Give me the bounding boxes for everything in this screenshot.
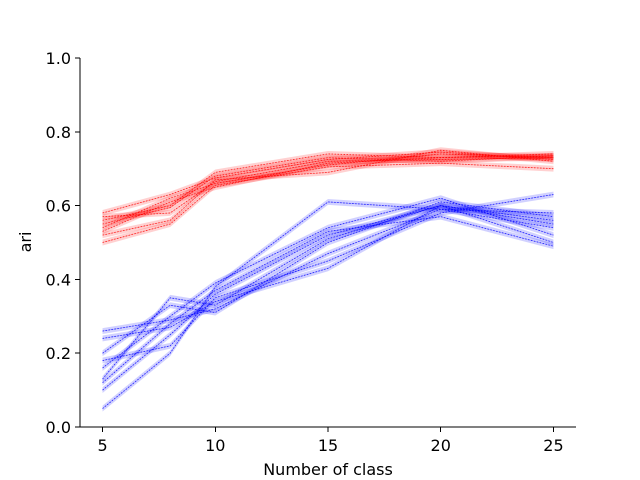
x-tick-label: 25 bbox=[543, 436, 563, 455]
series-line-edge bbox=[102, 162, 554, 243]
series-line bbox=[102, 155, 554, 225]
series-band bbox=[102, 195, 554, 371]
x-tick-label: 10 bbox=[205, 436, 225, 455]
series-line-edge bbox=[102, 157, 554, 217]
series-line bbox=[102, 153, 554, 221]
x-axis-ticks: 5 10 15 20 25 bbox=[97, 427, 564, 455]
series-line-edge bbox=[102, 153, 554, 228]
series-line bbox=[102, 201, 554, 409]
series-band bbox=[102, 160, 554, 246]
series-group-2 bbox=[102, 191, 554, 412]
series-line-edge bbox=[102, 155, 554, 225]
series-band bbox=[102, 206, 554, 335]
y-tick-label: 0.6 bbox=[46, 197, 71, 216]
series-line bbox=[102, 205, 554, 380]
series-line bbox=[102, 205, 554, 391]
series-line-edge bbox=[102, 209, 554, 332]
series-line-edge bbox=[102, 205, 554, 339]
y-tick-label: 0.8 bbox=[46, 123, 71, 142]
series-line bbox=[102, 162, 554, 243]
y-tick-label: 0.0 bbox=[46, 418, 71, 437]
series-line-edge bbox=[102, 151, 554, 214]
y-axis-title: ari bbox=[16, 232, 35, 253]
series-line bbox=[102, 194, 554, 362]
series-line bbox=[102, 216, 554, 384]
series-band bbox=[102, 149, 554, 216]
x-axis-title: Number of class bbox=[263, 460, 393, 479]
series-line bbox=[102, 208, 554, 332]
y-axis-ticks: 0.0 0.2 0.4 0.6 0.8 1.0 bbox=[46, 49, 80, 437]
series-line-edge bbox=[102, 205, 554, 380]
series-line-edge bbox=[102, 153, 554, 221]
series-band bbox=[102, 152, 554, 228]
y-tick-label: 0.2 bbox=[46, 344, 71, 363]
series-band bbox=[102, 150, 554, 224]
series-line-edge bbox=[102, 155, 554, 232]
series-line bbox=[102, 153, 554, 229]
series-line bbox=[102, 201, 554, 354]
series-line bbox=[102, 205, 554, 339]
x-tick-label: 15 bbox=[318, 436, 338, 455]
series-line bbox=[102, 155, 554, 232]
plot-area bbox=[102, 147, 554, 412]
series-line-edge bbox=[102, 201, 554, 409]
series-line bbox=[102, 151, 554, 214]
series-line-edge bbox=[102, 205, 554, 391]
series-band bbox=[102, 152, 554, 235]
series-group-1 bbox=[102, 147, 554, 246]
y-tick-label: 0.4 bbox=[46, 270, 71, 289]
y-tick-label: 1.0 bbox=[46, 49, 71, 68]
x-tick-label: 5 bbox=[97, 436, 107, 455]
series-line-edge bbox=[102, 216, 554, 383]
series-line-edge bbox=[102, 201, 554, 354]
x-tick-label: 20 bbox=[431, 436, 451, 455]
series-line-edge bbox=[102, 194, 554, 361]
